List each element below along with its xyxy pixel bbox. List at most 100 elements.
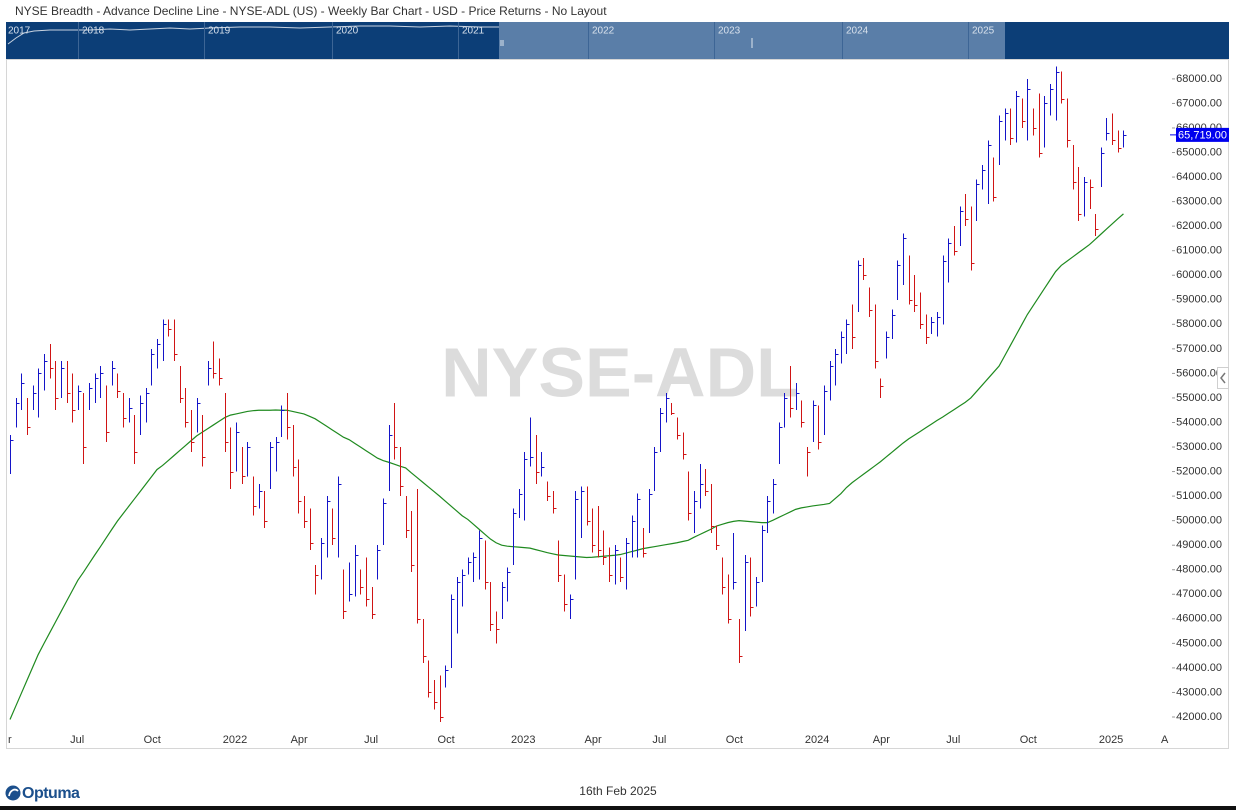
price-bar-group (818, 405, 822, 450)
price-bar-group (55, 361, 59, 411)
price-bar-group (688, 471, 692, 521)
y-tick-label: 47000.00 (1176, 588, 1222, 600)
price-bar-group (1067, 98, 1071, 148)
x-tick-label: Jul (652, 734, 666, 746)
price-bar-group (490, 582, 494, 632)
price-bar-group (937, 312, 941, 337)
price-bar-group (880, 378, 884, 398)
collapse-button[interactable] (1217, 367, 1229, 389)
navigator-label: 2024 (846, 26, 869, 37)
price-bar-group (242, 447, 246, 484)
price-bar-group (869, 287, 873, 317)
price-bar-group (321, 537, 325, 580)
price-bar-group (700, 464, 704, 509)
y-tick-label: 45000.00 (1176, 637, 1222, 649)
price-bar-group (151, 348, 155, 386)
price-bar-group (44, 353, 48, 391)
price-bar-group (468, 557, 472, 575)
price-bar-group (462, 569, 466, 607)
price-bar-group (750, 557, 754, 617)
price-bar-group (247, 442, 251, 477)
x-tick-label: 2025 (1099, 734, 1123, 746)
price-bar-group (123, 393, 127, 428)
bottom-strip (0, 806, 1236, 810)
price-bar-group (993, 157, 997, 202)
price-bar-group (615, 545, 619, 585)
x-tick-label: 2024 (805, 734, 829, 746)
x-tick-label: 2023 (511, 734, 535, 746)
y-tick-label: 57000.00 (1176, 343, 1222, 355)
price-bar-group (677, 417, 681, 440)
price-bar-group (117, 373, 121, 398)
price-bar-group (852, 304, 856, 349)
price-bar-group (1044, 96, 1048, 148)
plot-area: 42000.00 43000.00 44000.00 45000.00 46000.00… (8, 66, 1229, 746)
price-bar-group (50, 343, 54, 379)
price-bar-group (762, 525, 766, 583)
price-bar-group (423, 618, 427, 663)
navigator-label: 2021 (462, 26, 485, 37)
price-bar-group (236, 422, 240, 472)
price-bar-group (767, 496, 771, 533)
price-bar-group (270, 442, 274, 489)
price-bar-group (909, 255, 913, 305)
price-bar-group (976, 179, 980, 222)
price-bar-group (553, 491, 557, 514)
price-bar-group (954, 226, 958, 256)
y-tick-label: 42000.00 (1176, 711, 1222, 723)
price-bar-group (739, 618, 743, 663)
price-bar-group (106, 385, 110, 443)
x-tick-label: Oct (144, 734, 161, 746)
price-bar-group (722, 557, 726, 595)
y-tick-label: 54000.00 (1176, 416, 1222, 428)
price-bar-group (428, 660, 432, 698)
price-bar-group (858, 260, 862, 313)
footer-date: 16th Feb 2025 (579, 784, 657, 798)
price-bar-group (796, 383, 800, 411)
price-bar-group (202, 415, 206, 467)
price-bar-group (784, 393, 788, 428)
x-tick-label: 2022 (223, 734, 247, 746)
price-bar-group (168, 319, 172, 337)
price-bar-group (863, 258, 867, 281)
price-bar-group (960, 206, 964, 246)
price-bar-group (892, 309, 896, 340)
price-bar-group (965, 194, 969, 227)
x-tick-label: Apr (291, 734, 308, 746)
footer-logo[interactable]: Optuma (5, 785, 81, 802)
price-bar-group (830, 361, 834, 401)
navigator-label: 2020 (336, 26, 359, 37)
x-tick-label: Oct (726, 734, 743, 746)
y-tick-label: 68000.00 (1176, 73, 1222, 85)
price-bar-group (473, 552, 477, 583)
price-bar-group (180, 366, 184, 403)
price-bar-group (745, 555, 749, 632)
price-bar-group (377, 545, 381, 580)
price-bar-group (389, 424, 393, 492)
price-bar-group (134, 415, 138, 465)
y-tick-label: 64000.00 (1176, 171, 1222, 183)
logo-text: Optuma (22, 785, 80, 802)
price-bar-group (360, 569, 364, 595)
price-bar-group (1010, 108, 1014, 146)
y-tick-label: 48000.00 (1176, 564, 1222, 576)
price-bar-group (394, 402, 398, 460)
x-tick-label: Oct (438, 734, 455, 746)
price-bar-group (705, 469, 709, 497)
price-bar-group (948, 238, 952, 283)
price-bar-group (716, 525, 720, 551)
y-tick-label: 53000.00 (1176, 441, 1222, 453)
price-bar-group (485, 540, 489, 590)
price-bar-group (886, 331, 890, 359)
price-bar-group (213, 341, 217, 379)
y-tick-label: 44000.00 (1176, 662, 1222, 674)
navigator-handle[interactable] (500, 38, 753, 48)
price-bar-group (61, 361, 65, 398)
price-bar-group (197, 397, 201, 433)
price-bar-group (982, 164, 986, 190)
price-bar-group (502, 582, 506, 619)
price-bar-group (445, 665, 449, 688)
